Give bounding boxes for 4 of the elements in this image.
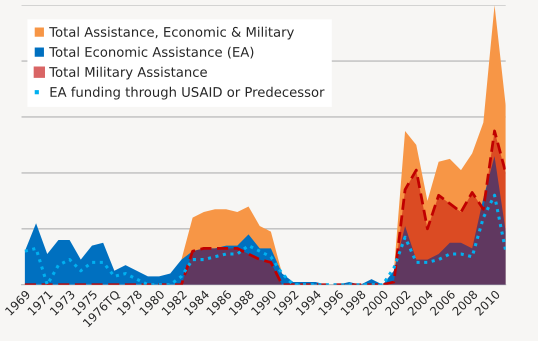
legend-label: Total Assistance, Economic & Military <box>49 26 294 40</box>
legend-label: EA funding through USAID or Predecessor <box>50 86 324 100</box>
legend-label: Total Economic Assistance (EA) <box>49 46 254 58</box>
legend-label: Total Military Assistance <box>49 66 207 80</box>
